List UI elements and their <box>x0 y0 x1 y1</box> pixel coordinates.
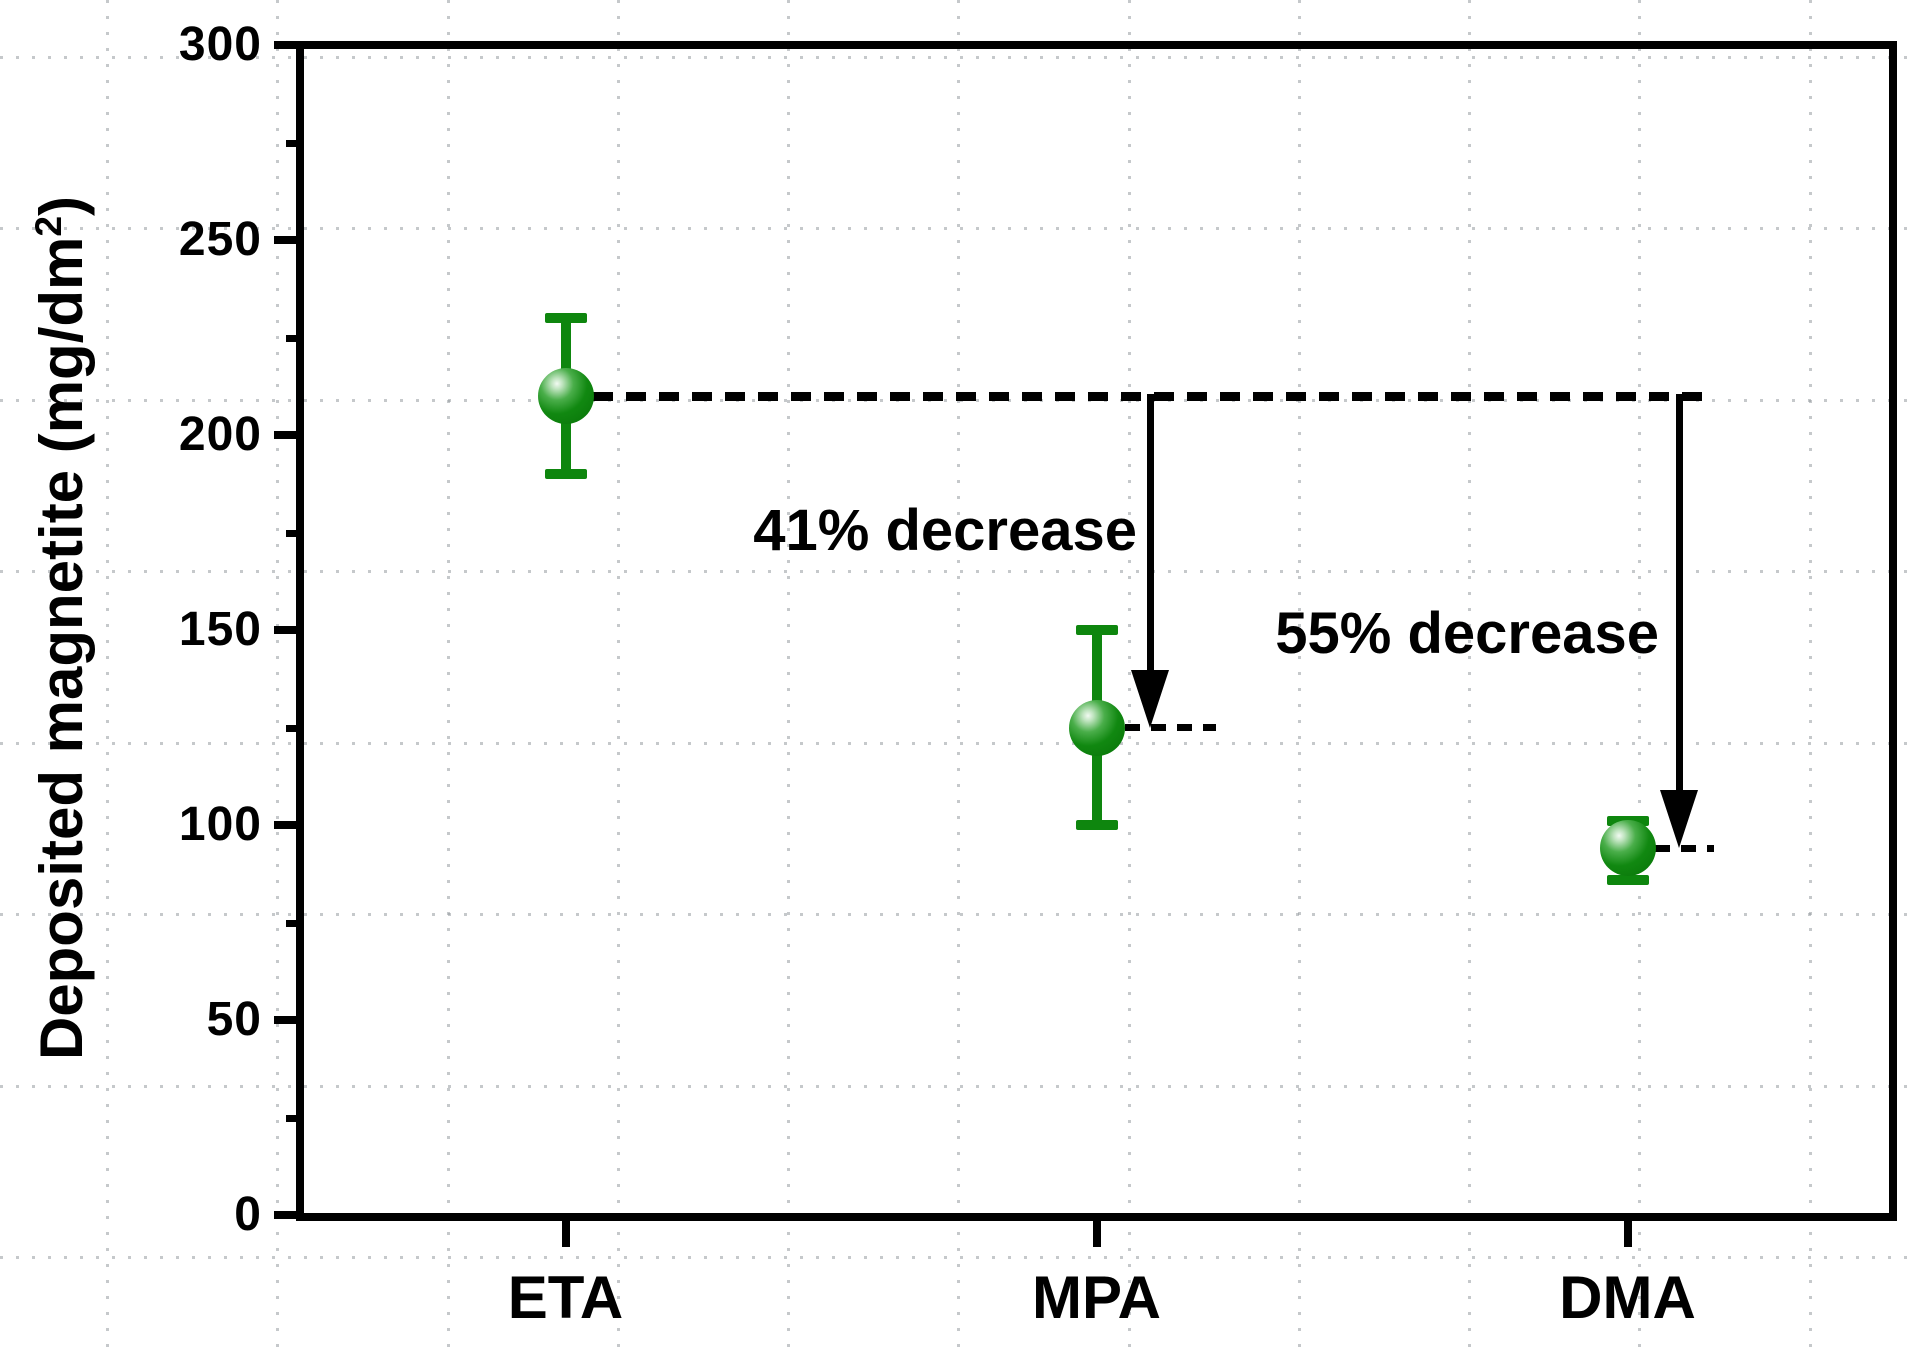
y-minor-tick <box>286 724 300 732</box>
marker-sphere <box>1068 699 1125 756</box>
decrease-arrow-head <box>1660 790 1698 849</box>
y-axis-title-superscript: 2 <box>27 215 69 237</box>
dma-level-dashed-line <box>1655 844 1714 852</box>
grid-line-vertical <box>1298 0 1301 1350</box>
y-major-tick <box>274 431 300 439</box>
error-bar-cap-bottom <box>544 469 587 479</box>
y-minor-tick <box>286 1114 300 1122</box>
y-major-tick <box>274 236 300 244</box>
grid-line-horizontal <box>0 570 1920 573</box>
y-minor-tick <box>286 919 300 927</box>
grid-line-vertical <box>447 0 450 1350</box>
y-major-tick <box>274 41 300 49</box>
grid-line-horizontal <box>0 1256 1920 1259</box>
x-tick-label-dma: DMA <box>1559 1264 1696 1331</box>
decrease-arrow-line <box>1675 394 1683 791</box>
error-bar-cap-top <box>544 313 587 323</box>
x-tick-label-eta: ETA <box>507 1264 624 1331</box>
x-tick-label-mpa: MPA <box>1032 1264 1161 1331</box>
y-tick-label: 200 <box>178 408 262 461</box>
y-tick-label: 0 <box>234 1188 262 1241</box>
y-minor-tick <box>286 529 300 537</box>
y-tick-label: 100 <box>178 798 262 851</box>
y-minor-tick <box>286 334 300 342</box>
error-bar-cap-bottom <box>1606 874 1649 885</box>
grid-line-horizontal <box>0 1085 1920 1088</box>
grid-line-vertical <box>617 0 620 1350</box>
grid-line-vertical <box>787 0 790 1350</box>
decrease-arrow-line <box>1146 394 1154 670</box>
grid-line-horizontal <box>0 56 1920 59</box>
error-bar-cap-bottom <box>1075 820 1118 830</box>
y-tick-label: 250 <box>178 213 262 266</box>
y-major-tick <box>274 821 300 829</box>
grid-line-horizontal <box>0 742 1920 745</box>
grid-line-vertical <box>1638 0 1641 1350</box>
x-major-tick <box>561 1221 570 1247</box>
y-tick-label: 150 <box>178 603 262 656</box>
error-bar-cap-top <box>1075 625 1118 635</box>
grid-line-vertical <box>106 0 109 1350</box>
plot-frame <box>296 41 1897 1221</box>
grid-line-horizontal <box>0 913 1920 916</box>
x-major-tick <box>1623 1221 1632 1247</box>
decrease-arrow-head <box>1131 669 1169 728</box>
y-tick-label: 300 <box>178 18 262 71</box>
grid-line-vertical <box>1809 0 1812 1350</box>
y-tick-label: 50 <box>206 993 262 1046</box>
y-major-tick <box>274 1211 300 1219</box>
grid-line-vertical <box>957 0 960 1350</box>
grid-line-horizontal <box>0 227 1920 230</box>
annotation-55-decrease: 55% decrease <box>1275 601 1659 666</box>
grid-line-horizontal <box>0 399 1920 402</box>
marker-sphere <box>537 368 594 424</box>
y-axis-title-close: ) <box>28 195 95 216</box>
y-minor-tick <box>286 139 300 147</box>
y-major-tick <box>274 626 300 634</box>
marker-sphere <box>1599 820 1656 877</box>
annotation-41-decrease: 41% decrease <box>753 498 1137 563</box>
grid-line-vertical <box>1128 0 1131 1350</box>
x-major-tick <box>1092 1221 1101 1247</box>
grid-line-vertical <box>1468 0 1471 1350</box>
grid-line-vertical <box>276 0 279 1350</box>
y-axis-title: Deposited magnetite (mg/dm2) <box>26 0 98 1328</box>
mpa-level-dashed-line <box>1125 724 1216 731</box>
y-axis-title-text: Deposited magnetite (mg/dm <box>28 236 95 1061</box>
y-major-tick <box>274 1016 300 1024</box>
